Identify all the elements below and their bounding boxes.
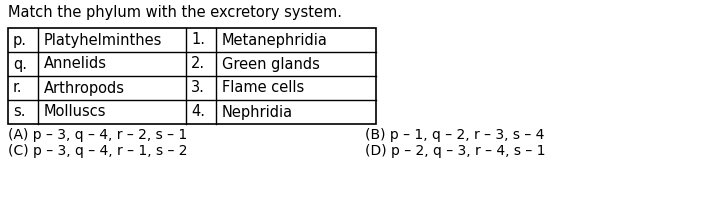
Text: 1.: 1. — [191, 32, 205, 48]
Text: 3.: 3. — [191, 81, 205, 95]
Text: s.: s. — [13, 105, 25, 120]
Text: (D) p – 2, q – 3, r – 4, s – 1: (D) p – 2, q – 3, r – 4, s – 1 — [365, 144, 545, 158]
Text: q.: q. — [13, 56, 27, 71]
Bar — [8, 28, 376, 124]
Text: Molluscs: Molluscs — [44, 105, 107, 120]
Text: (A) p – 3, q – 4, r – 2, s – 1: (A) p – 3, q – 4, r – 2, s – 1 — [8, 128, 187, 142]
Text: Metanephridia: Metanephridia — [222, 32, 328, 48]
Text: Match the phylum with the excretory system.: Match the phylum with the excretory syst… — [8, 5, 342, 20]
Text: Nephridia: Nephridia — [222, 105, 293, 120]
Text: 4.: 4. — [191, 105, 205, 120]
Text: Flame cells: Flame cells — [222, 81, 304, 95]
Text: Green glands: Green glands — [222, 56, 320, 71]
Text: Arthropods: Arthropods — [44, 81, 125, 95]
Text: (C) p – 3, q – 4, r – 1, s – 2: (C) p – 3, q – 4, r – 1, s – 2 — [8, 144, 187, 158]
Text: p.: p. — [13, 32, 27, 48]
Text: 2.: 2. — [191, 56, 205, 71]
Text: Platyhelminthes: Platyhelminthes — [44, 32, 162, 48]
Text: r.: r. — [13, 81, 22, 95]
Text: (B) p – 1, q – 2, r – 3, s – 4: (B) p – 1, q – 2, r – 3, s – 4 — [365, 128, 544, 142]
Text: Annelids: Annelids — [44, 56, 107, 71]
